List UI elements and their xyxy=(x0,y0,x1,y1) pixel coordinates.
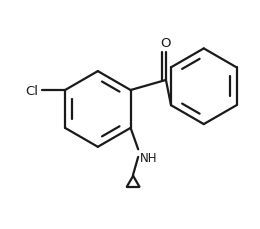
Text: NH: NH xyxy=(139,151,157,164)
Text: O: O xyxy=(161,37,171,50)
Text: Cl: Cl xyxy=(25,84,38,97)
